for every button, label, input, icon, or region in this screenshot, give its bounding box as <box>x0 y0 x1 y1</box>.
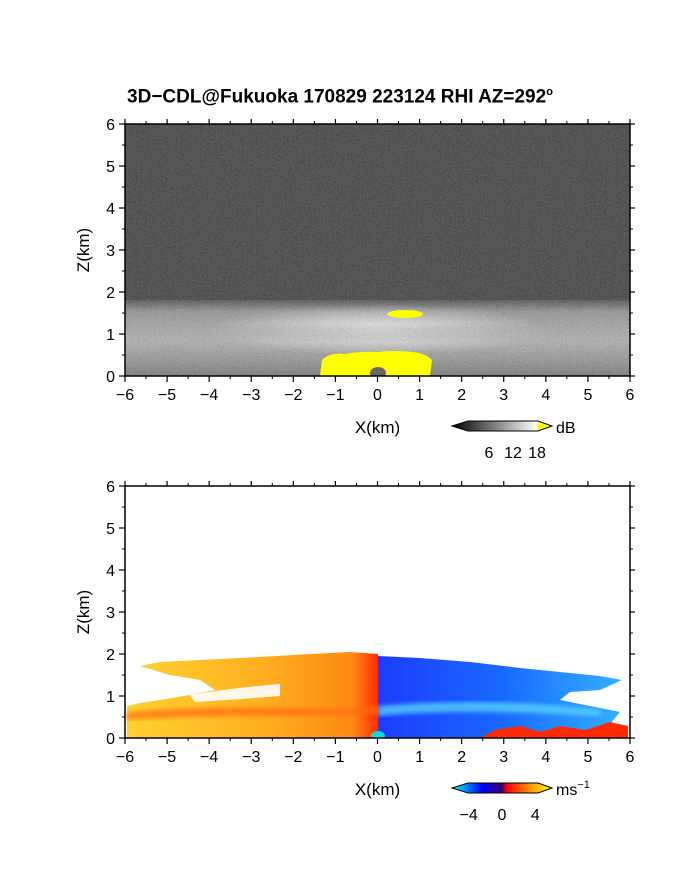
reflectivity-xtick-label: 0 <box>373 387 382 404</box>
velocity-ytick-label: 3 <box>106 605 115 622</box>
reflectivity-xtick-label: −2 <box>284 387 302 404</box>
reflectivity-xtick-label: 3 <box>499 387 508 404</box>
reflectivity-colorbar: dB 6 12 18 <box>450 420 576 462</box>
reflectivity-ytick-label: 0 <box>106 369 115 386</box>
reflectivity-xtick-label: 5 <box>583 387 592 404</box>
reflectivity-peak-ground <box>320 351 432 376</box>
velocity-ytick-label: 0 <box>106 731 115 748</box>
reflectivity-colorbar-tick-label: 6 <box>485 445 494 462</box>
velocity-colorbar: ms−1 −4 0 4 <box>450 779 590 824</box>
velocity-ytick-label: 5 <box>106 521 115 538</box>
velocity-panel <box>125 486 630 738</box>
velocity-colorbar-tick-label: 4 <box>531 807 540 824</box>
reflectivity-colorbar-ticks: 6 12 18 <box>485 445 546 462</box>
reflectivity-colorbar-unit: dB <box>556 420 576 437</box>
velocity-colorbar-unit-exponent: −1 <box>577 779 590 791</box>
figure-title-text: 3D−CDL@Fukuoka 170829 223124 RHI AZ=292 <box>127 86 547 108</box>
velocity-xtick-label: 5 <box>583 749 592 766</box>
velocity-ytick-label: 2 <box>106 647 115 664</box>
velocity-surface-positive <box>480 722 628 738</box>
velocity-colorbar-tick-label: −4 <box>460 807 478 824</box>
reflectivity-ytick-label: 1 <box>106 327 115 344</box>
reflectivity-xtick-label: 2 <box>457 387 466 404</box>
velocity-colorbar-tick-label: 0 <box>498 807 507 824</box>
reflectivity-xtick-label: −5 <box>158 387 176 404</box>
velocity-ytick-label: 6 <box>106 479 115 496</box>
velocity-colorbar-unit: ms−1 <box>556 779 590 799</box>
reflectivity-peak-upper <box>387 310 423 318</box>
reflectivity-xtick-label: −6 <box>116 387 134 404</box>
velocity-xlabel: X(km) <box>355 780 400 799</box>
velocity-xtick-label: 6 <box>626 749 635 766</box>
velocity-xtick-label: −6 <box>116 749 134 766</box>
velocity-xtick-label: −2 <box>284 749 302 766</box>
velocity-xtick-label: −4 <box>200 749 218 766</box>
reflectivity-colorbar-bar <box>450 420 554 432</box>
velocity-axes: −6 −5 −4 −3 −2 −1 0 1 2 3 4 5 6 0 1 2 3 4 5 6 X(km) Z(km) <box>74 479 635 799</box>
velocity-xtick-label: 3 <box>499 749 508 766</box>
velocity-ytick-label: 1 <box>106 689 115 706</box>
reflectivity-xlabel: X(km) <box>355 418 400 437</box>
reflectivity-panel <box>125 124 630 376</box>
velocity-xtick-label: 4 <box>541 749 550 766</box>
reflectivity-xtick-label: −3 <box>242 387 260 404</box>
reflectivity-colorbar-tick-label: 18 <box>528 445 546 462</box>
velocity-xtick-label: −5 <box>158 749 176 766</box>
degree-superscript: o <box>546 86 553 98</box>
reflectivity-ytick-label: 6 <box>106 117 115 134</box>
velocity-xtick-label: 2 <box>457 749 466 766</box>
velocity-ylabel: Z(km) <box>74 590 93 634</box>
velocity-gap-left <box>190 684 280 702</box>
reflectivity-axes: −6 −5 −4 −3 −2 −1 0 1 2 3 4 5 6 0 1 2 3 4 5 6 X(km) Z(km) <box>74 117 635 437</box>
velocity-xtick-label: −1 <box>326 749 344 766</box>
reflectivity-ytick-label: 2 <box>106 285 115 302</box>
velocity-jet-core <box>378 702 600 716</box>
velocity-colorbar-unit-base: ms <box>556 782 577 799</box>
reflectivity-xtick-label: −1 <box>326 387 344 404</box>
velocity-negative-area <box>378 656 622 738</box>
reflectivity-origin-marker <box>370 367 386 376</box>
velocity-origin-marker <box>371 731 385 738</box>
reflectivity-xtick-label: 1 <box>415 387 424 404</box>
reflectivity-xtick-label: 4 <box>541 387 550 404</box>
reflectivity-colorbar-tick-label: 12 <box>504 445 522 462</box>
velocity-positive-core <box>127 706 378 720</box>
velocity-xtick-label: −3 <box>242 749 260 766</box>
reflectivity-ylabel: Z(km) <box>74 228 93 272</box>
reflectivity-xtick-label: 6 <box>626 387 635 404</box>
reflectivity-ytick-label: 4 <box>106 201 115 218</box>
reflectivity-ytick-label: 3 <box>106 243 115 260</box>
velocity-colorbar-bar <box>450 782 554 794</box>
velocity-ytick-label: 4 <box>106 563 115 580</box>
figure-title: 3D−CDL@Fukuoka 170829 223124 RHI AZ=292o <box>0 86 680 108</box>
velocity-xtick-label: 0 <box>373 749 382 766</box>
velocity-colorbar-ticks: −4 0 4 <box>460 807 540 824</box>
reflectivity-xtick-label: −4 <box>200 387 218 404</box>
reflectivity-ytick-label: 5 <box>106 159 115 176</box>
velocity-xtick-label: 1 <box>415 749 424 766</box>
